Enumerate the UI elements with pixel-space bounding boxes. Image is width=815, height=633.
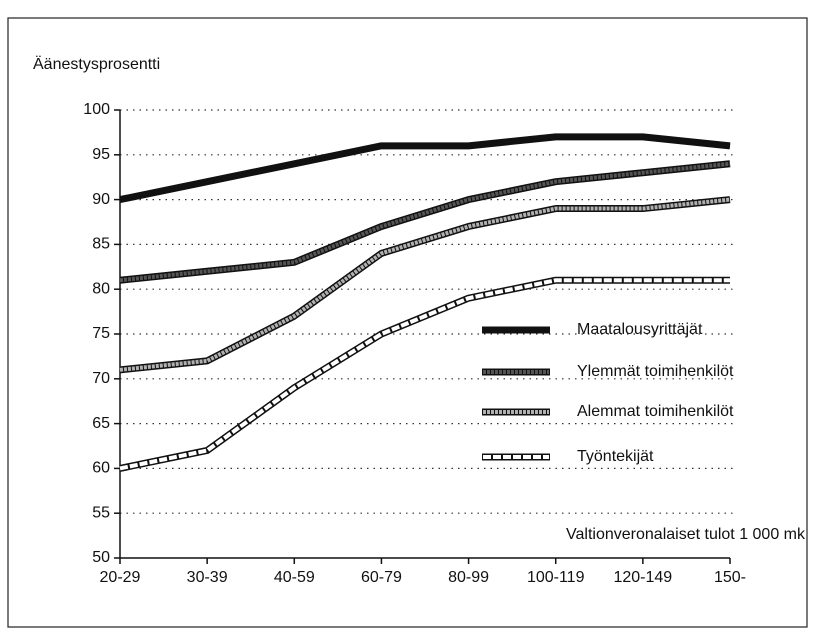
legend-label: Maatalousyrittäjät — [577, 321, 703, 338]
y-tick-label: 90 — [92, 191, 110, 208]
y-tick-label: 100 — [83, 101, 110, 118]
y-tick-label: 55 — [92, 504, 110, 521]
x-tick-label: 80-99 — [448, 569, 489, 586]
x-tick-label: 120-149 — [613, 569, 672, 586]
series-line — [119, 134, 731, 202]
legend-label: Ylemmät toimihenkilöt — [577, 363, 734, 380]
x-tick-label: 40-59 — [274, 569, 315, 586]
legend-label: Alemmat toimihenkilöt — [577, 403, 734, 420]
y-tick-label: 75 — [92, 325, 110, 342]
series-line — [119, 278, 730, 471]
x-tick-label: 60-79 — [361, 569, 402, 586]
y-tick-label: 60 — [92, 460, 110, 477]
x-axis-label: Valtionveronalaiset tulot 1 000 mk — [566, 526, 806, 543]
frame — [7, 17, 808, 628]
x-tick-label: 150- — [714, 569, 746, 586]
y-tick-label: 80 — [92, 280, 110, 297]
x-tick-label: 100-119 — [527, 569, 585, 586]
x-tick-label: 30-39 — [187, 569, 228, 586]
y-tick-label: 95 — [92, 146, 110, 163]
series-line — [119, 161, 731, 283]
x-tick-label: 20-29 — [100, 569, 141, 586]
y-axis-label: Äänestysprosentti — [33, 55, 160, 73]
series-outline — [119, 196, 731, 374]
y-tick-label: 70 — [92, 370, 110, 387]
legend-label: Työntekijät — [577, 448, 654, 465]
y-tick-label: 85 — [92, 236, 110, 253]
y-tick-label: 65 — [92, 415, 110, 432]
y-tick-label: 50 — [92, 549, 110, 566]
series-line — [119, 197, 731, 372]
